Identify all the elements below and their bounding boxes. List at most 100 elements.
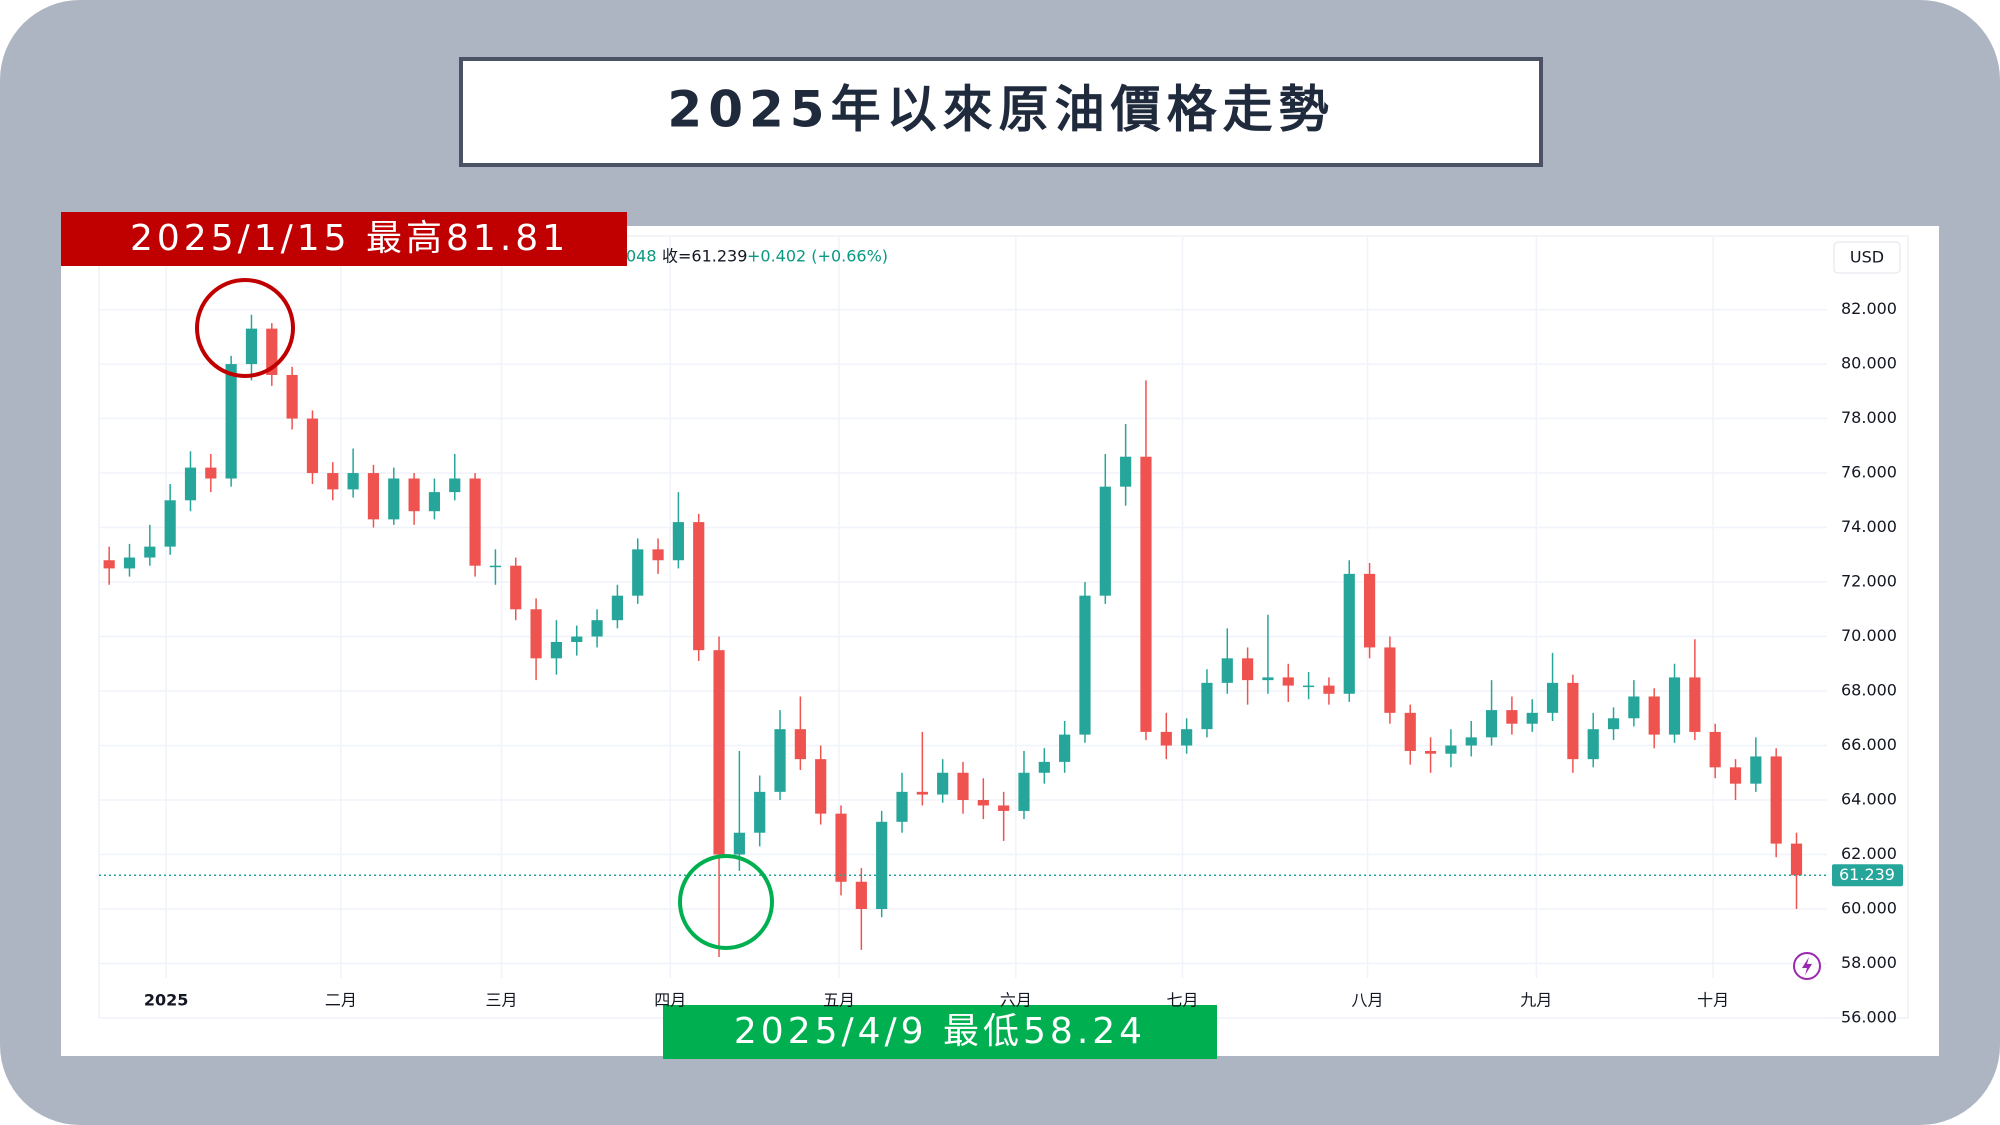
candle-body <box>1587 729 1599 760</box>
candle-body <box>123 557 136 569</box>
candle-body <box>611 595 623 621</box>
candle-body <box>1506 710 1518 724</box>
candle-body <box>815 759 827 814</box>
candle-body <box>1323 685 1335 694</box>
y-tick-label: 76.000 <box>1841 463 1897 482</box>
candle-body <box>1648 696 1660 735</box>
x-tick-label: 三月 <box>486 991 518 1010</box>
lightning-bolt <box>1802 957 1812 975</box>
candle-body <box>510 565 522 610</box>
candle-body <box>1343 573 1355 694</box>
candle-body <box>1546 682 1559 713</box>
y-tick-label: 74.000 <box>1841 517 1897 536</box>
high-circle <box>195 278 295 378</box>
candle-body <box>1790 843 1803 876</box>
candle-body <box>103 560 115 569</box>
candle-body <box>245 328 258 365</box>
candle-body <box>1628 696 1640 719</box>
legend-close: 收=61.239 <box>662 247 747 266</box>
candle-body <box>449 478 461 493</box>
candle-body <box>164 500 176 547</box>
x-tick-label: 五月 <box>823 991 855 1010</box>
candle-body <box>571 636 583 642</box>
candle-body <box>794 729 806 760</box>
candle-body <box>184 467 197 501</box>
low-circle <box>678 854 774 950</box>
candle-body <box>388 478 400 520</box>
x-tick-label: 六月 <box>1000 991 1032 1010</box>
candle-body <box>489 565 502 568</box>
candle-body <box>1424 750 1437 754</box>
y-tick-label: 82.000 <box>1841 299 1897 318</box>
candle-body <box>632 549 644 596</box>
candle-body <box>144 546 156 558</box>
low-annotation: 2025/4/9 最低58.24 <box>734 1011 1146 1052</box>
candle-body <box>774 729 786 792</box>
candle-body <box>672 522 684 561</box>
y-tick-label: 60.000 <box>1841 899 1897 918</box>
y-tick-label: 64.000 <box>1841 790 1897 809</box>
candle-body <box>1079 595 1091 735</box>
x-tick-label: 四月 <box>654 991 686 1010</box>
x-tick-label: 八月 <box>1352 991 1384 1010</box>
candle-body <box>1404 712 1416 751</box>
candle-body <box>1709 731 1721 768</box>
candle-body <box>1750 756 1762 784</box>
candle-body <box>286 374 298 419</box>
candle-body <box>1526 712 1538 724</box>
candle-body <box>1221 658 1233 683</box>
candle-body <box>713 650 725 855</box>
candle-body <box>977 800 989 806</box>
candle-body <box>1262 677 1274 681</box>
candle-body <box>408 478 420 512</box>
candle-body <box>1607 718 1620 730</box>
y-tick-label: 58.000 <box>1841 953 1897 972</box>
candle-body <box>266 328 278 375</box>
candle-body <box>1099 486 1111 596</box>
legend-change: +0.402 (+0.66%) <box>747 247 888 266</box>
legend-open: 048 <box>626 247 657 266</box>
y-tick-label: 62.000 <box>1841 844 1897 863</box>
candle-body <box>1018 772 1030 811</box>
candle-body <box>1038 761 1050 773</box>
x-tick-label: 二月 <box>325 991 357 1010</box>
candle-body <box>1567 682 1579 760</box>
high-banner <box>61 212 627 266</box>
candle-body <box>225 364 237 479</box>
candle-body <box>754 791 766 833</box>
currency-box <box>1833 241 1901 274</box>
candle-body <box>347 473 359 490</box>
candle-body <box>1668 677 1681 735</box>
y-tick-label: 70.000 <box>1841 626 1897 645</box>
y-tick-label: 80.000 <box>1841 354 1897 373</box>
candle-body <box>1445 745 1457 754</box>
y-tick-label: 66.000 <box>1841 735 1897 754</box>
candle-body <box>916 791 928 795</box>
candle-body <box>733 832 745 855</box>
title-box <box>459 57 1543 167</box>
lightning-icon <box>1793 952 1821 980</box>
y-tick-label: 68.000 <box>1841 681 1897 700</box>
candle-body <box>1201 682 1213 730</box>
candle-body <box>876 821 888 910</box>
candle-body <box>1242 658 1254 681</box>
x-tick-label: 七月 <box>1167 991 1199 1010</box>
candle-body <box>1689 677 1701 732</box>
candle-body <box>835 813 847 882</box>
candle-body <box>957 772 969 801</box>
candle-body <box>1465 737 1477 746</box>
high-annotation: 2025/1/15 最高81.81 <box>130 218 569 259</box>
y-tick-label: 56.000 <box>1841 1008 1897 1027</box>
chart-panel <box>61 226 1939 1056</box>
candle-body <box>1181 729 1193 746</box>
candle-body <box>1770 756 1782 844</box>
candle-body <box>1059 734 1071 762</box>
candle-body <box>469 478 481 566</box>
candle-body <box>1140 456 1152 732</box>
y-tick-label: 72.000 <box>1841 572 1897 591</box>
candle-body <box>1485 710 1498 738</box>
candle-body <box>693 522 705 651</box>
candle-body <box>652 549 664 561</box>
